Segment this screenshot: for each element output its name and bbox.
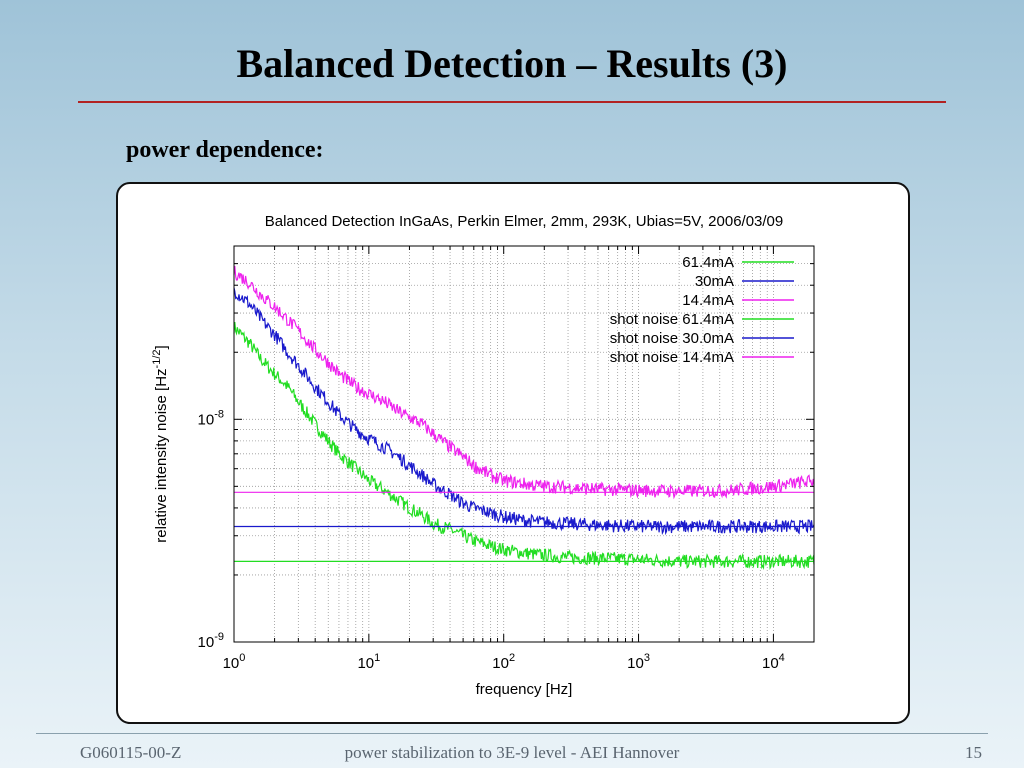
chart-title: Balanced Detection InGaAs, Perkin Elmer,…: [265, 213, 784, 230]
series-line-2: [233, 287, 815, 536]
x-axis-label: frequency [Hz]: [476, 681, 573, 698]
y-tick-label-exp: -8: [214, 408, 224, 420]
x-tick-label-exp: 0: [239, 652, 245, 664]
y-axis-label-main: relative intensity noise [Hz: [153, 368, 170, 542]
legend-label: shot noise 30.0mA: [610, 330, 734, 347]
x-tick-label-base: 10: [762, 655, 779, 672]
y-tick-label: 10-9: [198, 631, 224, 651]
x-tick-label: 102: [492, 652, 515, 672]
y-tick-label-base: 10: [198, 411, 215, 428]
x-tick-label-base: 10: [223, 655, 240, 672]
series-line-3: [233, 265, 815, 500]
x-tick-label: 101: [357, 652, 380, 672]
x-tick-label-exp: 3: [644, 652, 650, 664]
legend-label: 30mA: [695, 273, 734, 290]
legend-label: shot noise 61.4mA: [610, 311, 734, 328]
y-axis-label: relative intensity noise [Hz-1/2]: [151, 345, 170, 542]
y-axis-label-exp: -1/2: [151, 349, 163, 368]
x-tick-label: 104: [762, 652, 785, 672]
x-tick-label-base: 10: [627, 655, 644, 672]
subheading: power dependence:: [126, 137, 324, 163]
plot-frame: [233, 245, 815, 643]
series-line-1: [233, 322, 815, 570]
y-tick-label: 10-8: [198, 408, 224, 428]
x-tick-label-exp: 1: [374, 652, 380, 664]
y-axis-label-end: ]: [153, 345, 170, 349]
footer-document-id: G060115-00-Z: [80, 743, 182, 762]
footer-divider: [36, 733, 988, 734]
chart-panel: Balanced Detection InGaAs, Perkin Elmer,…: [116, 182, 910, 724]
plot-area: [233, 265, 815, 570]
title-divider: [78, 101, 946, 103]
legend-label: 61.4mA: [682, 254, 734, 271]
slide-title: Balanced Detection – Results (3): [236, 41, 788, 86]
legend-label: 14.4mA: [682, 292, 734, 309]
x-tick-label-exp: 2: [509, 652, 515, 664]
footer-page-number: 15: [965, 743, 982, 762]
legend: 61.4mA 30mA 14.4mA shot noise 61.4mA shot no…: [610, 254, 794, 366]
x-tick-label-base: 10: [357, 655, 374, 672]
rin-spectrum-chart: Balanced Detection InGaAs, Perkin Elmer,…: [151, 213, 815, 698]
footer-caption: power stabilization to 3E-9 level - AEI …: [344, 743, 680, 762]
x-tick-label: 103: [627, 652, 650, 672]
legend-label: shot noise 14.4mA: [610, 349, 734, 366]
x-tick-label-base: 10: [492, 655, 509, 672]
x-tick-label-exp: 4: [779, 652, 785, 664]
x-tick-label: 100: [223, 652, 246, 672]
y-tick-label-exp: -9: [214, 631, 224, 643]
y-tick-label-base: 10: [198, 634, 215, 651]
